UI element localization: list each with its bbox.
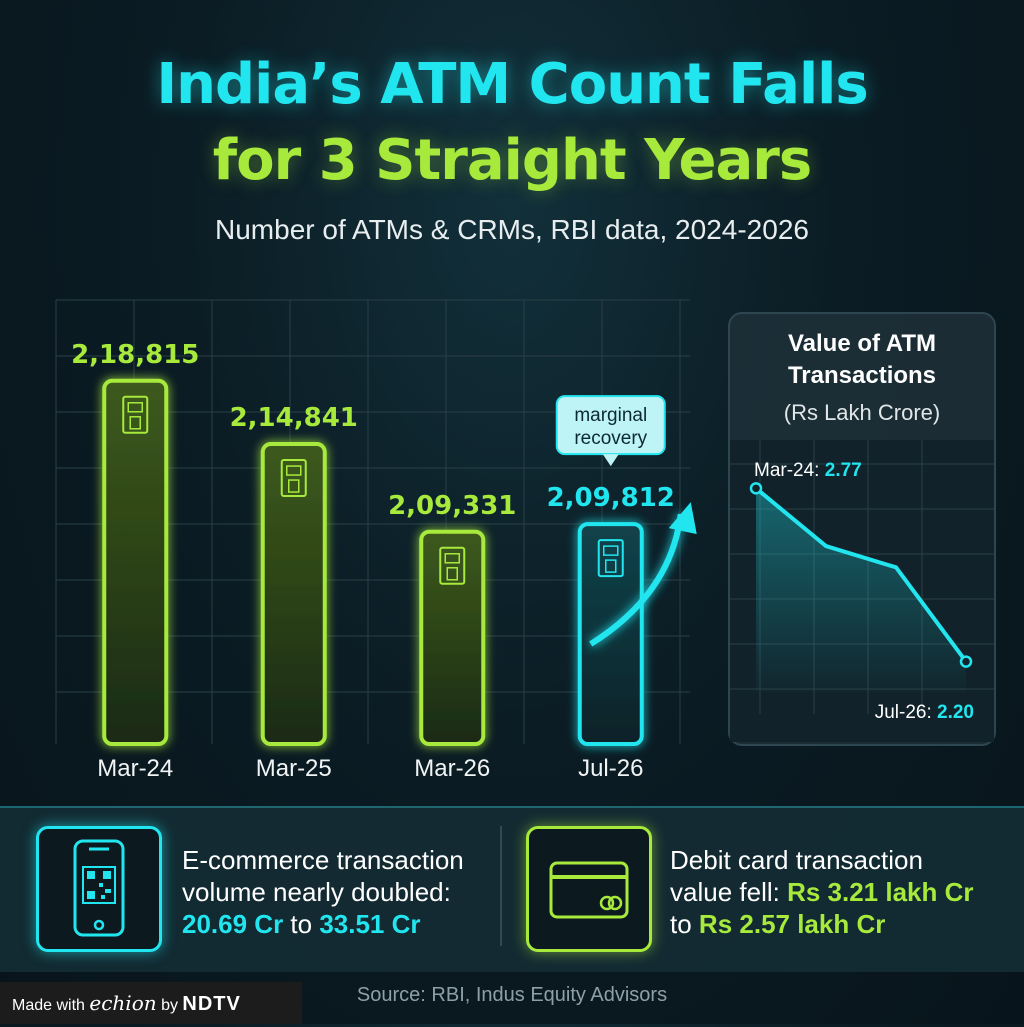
category-label: Mar-25 (256, 755, 332, 782)
ecommerce-line-2: volume nearly doubled: (182, 877, 451, 907)
title-line-2: for 3 Straight Years (212, 128, 812, 193)
debit-to: Rs 2.57 lakh Cr (698, 909, 886, 939)
line-point (749, 482, 763, 495)
bar-jul-26 (577, 522, 644, 747)
source-note: Source: RBI, Indus Equity Advisors (356, 984, 668, 1006)
bar-mar-24 (102, 378, 169, 746)
category-label: Mar-24 (97, 755, 173, 782)
ecommerce-line-1: E-commerce transaction (182, 845, 464, 875)
bar-value-label: 2,14,841 (230, 403, 358, 433)
recovery-arrow-icon (589, 513, 684, 647)
line-chart-title-2: Transactions (787, 362, 937, 389)
arrow-head-icon (668, 502, 697, 535)
line-chart-unit: (Rs Lakh Crore) (783, 400, 941, 425)
stats-divider (500, 826, 502, 946)
debit-joiner: to (670, 909, 699, 939)
debit-prefix: value fell: (670, 877, 788, 907)
made-with-badge: Made with echion by NDTV (0, 982, 302, 1024)
atm-value-line-chart: Mar-24: 2.77 Jul-26: 2.20 (730, 440, 994, 742)
ecommerce-stat: E-commerce transaction volume nearly dou… (182, 844, 464, 940)
atm-count-bar-chart: 2,18,815 Mar-24 2,14,841 Mar-25 2,09,331 Mar-… (55, 299, 697, 782)
debit-card-stat: Debit card transaction value fell: Rs 3.… (670, 844, 974, 940)
debit-line-3: to Rs 2.57 lakh Cr (670, 908, 974, 940)
qr-phone-icon (36, 826, 162, 952)
atm-icon (280, 459, 307, 498)
bar-value-label: 2,09,331 (388, 491, 516, 521)
bar-mar-25 (260, 442, 327, 746)
echion-logo: echion (89, 991, 157, 1015)
bar-value-label: 2,18,815 (71, 340, 199, 370)
callout-line-2: recovery (574, 428, 647, 449)
credit-card-icon (526, 826, 652, 952)
subtitle: Number of ATMs & CRMs, RBI data, 2024-20… (215, 214, 809, 245)
callout-line-1: marginal (574, 405, 647, 426)
atm-icon (597, 539, 624, 578)
debit-line-1: Debit card transaction (670, 845, 923, 875)
ndtv-logo: NDTV (182, 993, 241, 1015)
category-label: Mar-26 (414, 755, 490, 782)
debit-line-2: value fell: Rs 3.21 lakh Cr (670, 876, 974, 908)
atm-icon (122, 395, 149, 434)
line-point (959, 655, 973, 668)
by-text: by (156, 997, 183, 1014)
ecommerce-joiner: to (283, 909, 320, 939)
atm-value-panel: Value of ATM Transactions (Rs Lakh Crore… (728, 312, 996, 746)
made-with-text: Made with (12, 997, 90, 1014)
start-value-label: Mar-24: 2.77 (754, 460, 862, 481)
line-area (756, 488, 966, 692)
line-chart-title-1: Value of ATM (787, 330, 936, 357)
title-line-1: India’s ATM Count Falls (156, 52, 868, 117)
bar-value-label: 2,09,812 (547, 483, 675, 513)
atm-icon (439, 546, 466, 585)
end-value-label: Jul-26: 2.20 (875, 702, 974, 723)
line-series (754, 486, 968, 663)
ecommerce-to: 33.51 Cr (319, 909, 421, 939)
bar-mar-26 (419, 529, 486, 747)
debit-from: Rs 3.21 lakh Cr (787, 877, 974, 907)
stats-strip (0, 806, 1024, 972)
ecommerce-from: 20.69 Cr (182, 909, 284, 939)
ecommerce-line-3: 20.69 Cr to 33.51 Cr (182, 908, 464, 940)
category-label: Jul-26 (578, 755, 643, 782)
